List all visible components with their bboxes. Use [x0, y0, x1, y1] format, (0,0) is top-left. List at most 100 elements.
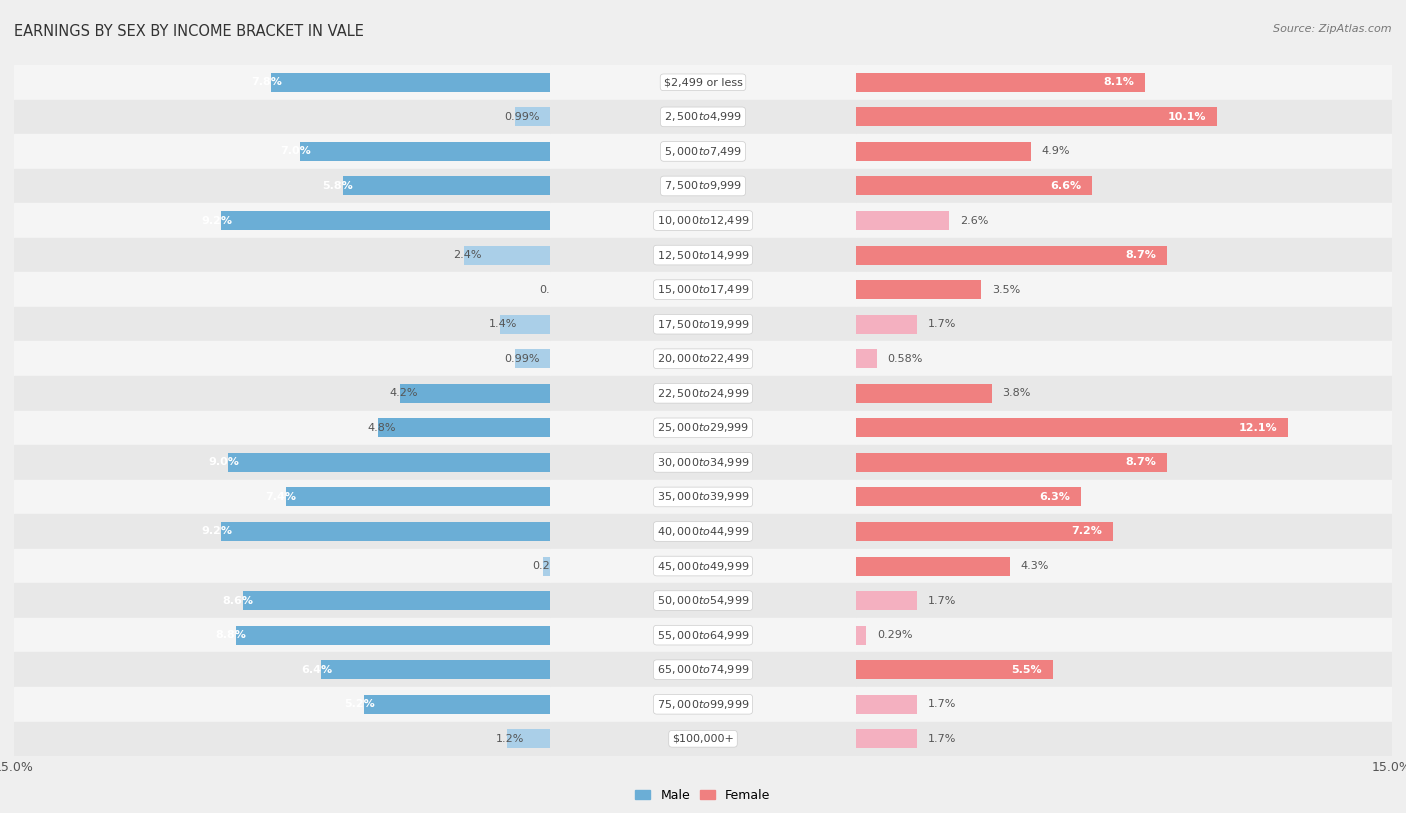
Bar [856, 341, 1392, 376]
Legend: Male, Female: Male, Female [630, 784, 776, 806]
Bar [14, 307, 550, 341]
Bar [856, 687, 1392, 722]
Bar [856, 522, 1114, 541]
Text: 0.99%: 0.99% [503, 112, 540, 122]
Bar [14, 99, 550, 134]
Text: 7.8%: 7.8% [252, 77, 283, 87]
Bar [14, 134, 550, 168]
Bar [550, 99, 856, 134]
Bar [14, 549, 550, 583]
Text: 1.2%: 1.2% [496, 734, 524, 744]
Bar [14, 376, 550, 411]
Bar [550, 168, 856, 203]
Bar [14, 272, 550, 307]
Bar [856, 203, 1392, 237]
Text: EARNINGS BY SEX BY INCOME BRACKET IN VALE: EARNINGS BY SEX BY INCOME BRACKET IN VAL… [14, 24, 364, 39]
Text: $40,000 to $44,999: $40,000 to $44,999 [657, 525, 749, 538]
Bar [14, 514, 550, 549]
Text: 8.6%: 8.6% [222, 596, 253, 606]
Bar [543, 557, 550, 576]
Text: $65,000 to $74,999: $65,000 to $74,999 [657, 663, 749, 676]
Bar [550, 411, 856, 445]
Text: 1.7%: 1.7% [928, 734, 956, 744]
Text: 0.58%: 0.58% [887, 354, 922, 363]
Bar [243, 591, 550, 610]
Bar [550, 618, 856, 652]
Text: $30,000 to $34,999: $30,000 to $34,999 [657, 456, 749, 469]
Text: 9.0%: 9.0% [208, 458, 239, 467]
Bar [856, 73, 1146, 92]
Text: $5,000 to $7,499: $5,000 to $7,499 [664, 145, 742, 158]
Bar [14, 618, 550, 652]
Bar [550, 652, 856, 687]
Bar [856, 480, 1392, 514]
Text: 0.99%: 0.99% [503, 354, 540, 363]
Text: $35,000 to $39,999: $35,000 to $39,999 [657, 490, 749, 503]
Bar [856, 660, 1053, 679]
Bar [856, 142, 1031, 161]
Bar [550, 687, 856, 722]
Bar [343, 176, 550, 195]
Text: $7,500 to $9,999: $7,500 to $9,999 [664, 180, 742, 193]
Text: 8.7%: 8.7% [1125, 458, 1156, 467]
Bar [14, 168, 550, 203]
Bar [550, 272, 856, 307]
Bar [856, 549, 1392, 583]
Bar [221, 522, 550, 541]
Bar [550, 134, 856, 168]
Bar [322, 660, 550, 679]
Bar [550, 341, 856, 376]
Bar [856, 107, 1218, 126]
Bar [856, 722, 1392, 756]
Text: 8.7%: 8.7% [1125, 250, 1156, 260]
Text: 7.0%: 7.0% [280, 146, 311, 156]
Text: 4.3%: 4.3% [1021, 561, 1049, 571]
Bar [856, 134, 1392, 168]
Text: $2,499 or less: $2,499 or less [664, 77, 742, 87]
Bar [14, 445, 550, 480]
Bar [271, 73, 550, 92]
Bar [856, 453, 1167, 472]
Bar [856, 488, 1081, 506]
Bar [399, 384, 550, 402]
Text: $20,000 to $22,499: $20,000 to $22,499 [657, 352, 749, 365]
Bar [236, 626, 550, 645]
Text: 1.7%: 1.7% [928, 699, 956, 709]
Bar [856, 419, 1288, 437]
Text: 7.2%: 7.2% [1071, 527, 1102, 537]
Text: 12.1%: 12.1% [1239, 423, 1278, 433]
Bar [550, 203, 856, 237]
Bar [550, 514, 856, 549]
Bar [550, 376, 856, 411]
Text: $17,500 to $19,999: $17,500 to $19,999 [657, 318, 749, 331]
Bar [550, 307, 856, 341]
Bar [464, 246, 550, 264]
Bar [856, 272, 1392, 307]
Bar [856, 695, 917, 714]
Text: $22,500 to $24,999: $22,500 to $24,999 [657, 387, 749, 400]
Bar [221, 211, 550, 230]
Bar [14, 480, 550, 514]
Text: 2.6%: 2.6% [960, 215, 988, 225]
Text: 6.4%: 6.4% [301, 665, 332, 675]
Text: $100,000+: $100,000+ [672, 734, 734, 744]
Text: 4.8%: 4.8% [368, 423, 396, 433]
Text: 3.5%: 3.5% [991, 285, 1021, 294]
Text: 5.8%: 5.8% [322, 181, 353, 191]
Bar [856, 280, 981, 299]
Bar [856, 445, 1392, 480]
Bar [14, 411, 550, 445]
Text: 1.7%: 1.7% [928, 596, 956, 606]
Text: $2,500 to $4,999: $2,500 to $4,999 [664, 111, 742, 124]
Text: 6.6%: 6.6% [1050, 181, 1081, 191]
Text: $50,000 to $54,999: $50,000 to $54,999 [657, 594, 749, 607]
Bar [856, 557, 1010, 576]
Text: 5.5%: 5.5% [1011, 665, 1042, 675]
Bar [550, 722, 856, 756]
Bar [14, 237, 550, 272]
Bar [856, 211, 949, 230]
Bar [515, 350, 550, 368]
Bar [550, 445, 856, 480]
Bar [14, 722, 550, 756]
Bar [856, 618, 1392, 652]
